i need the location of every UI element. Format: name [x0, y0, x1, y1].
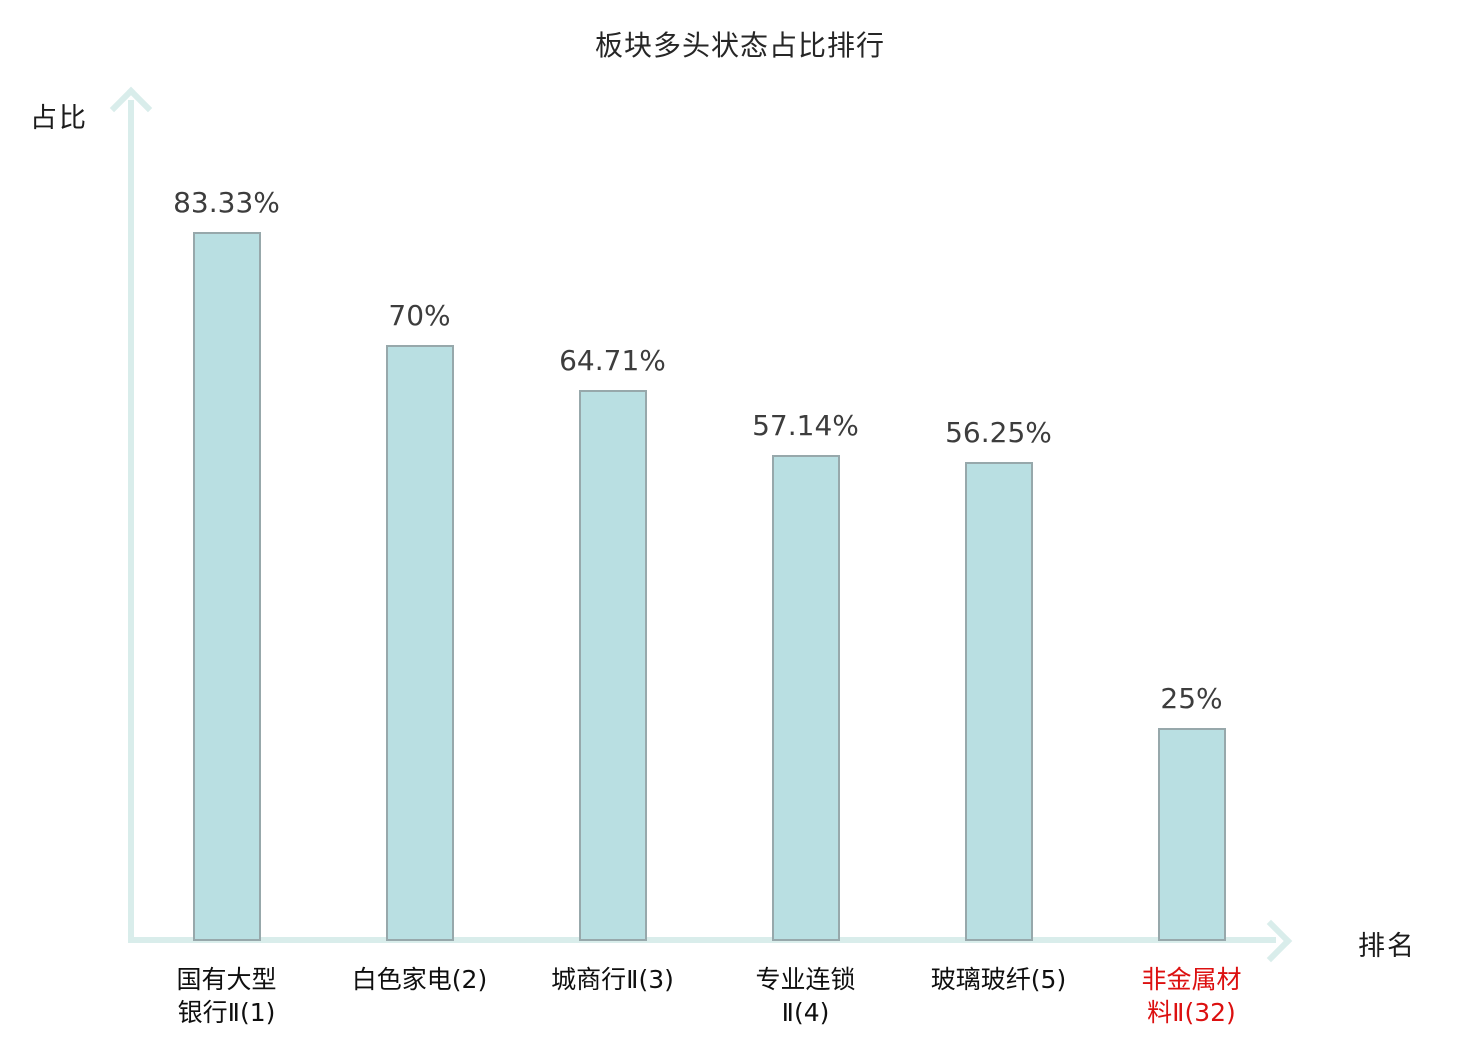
- bar-value-label: 64.71%: [559, 344, 666, 377]
- category-label-line: 国有大型: [176, 965, 277, 994]
- category-label: 城商行Ⅱ(3): [551, 963, 674, 996]
- bar: [771, 455, 840, 941]
- bar: [578, 390, 647, 941]
- category-label-line: 专业连锁: [755, 965, 856, 994]
- bar: [1157, 728, 1226, 941]
- y-axis-arrowhead-icon: [109, 86, 153, 130]
- category-label: 非金属材料Ⅱ(32): [1141, 963, 1241, 1029]
- category-label-line: 非金属材: [1141, 965, 1242, 994]
- category-label-line: Ⅱ(4): [781, 998, 830, 1027]
- y-axis-label: 占比: [30, 103, 88, 134]
- bar-value-label: 70%: [388, 299, 451, 332]
- bar-value-label: 25%: [1160, 682, 1223, 715]
- x-axis-label: 排名: [1358, 931, 1416, 962]
- x-axis-line: [128, 937, 1276, 943]
- chart-title: 板块多头状态占比排行: [594, 29, 885, 62]
- y-axis-line: [128, 100, 134, 940]
- category-label-line: 白色家电(2): [351, 965, 488, 994]
- category-label: 国有大型银行Ⅱ(1): [176, 963, 276, 1029]
- category-label: 玻璃玻纤(5): [931, 963, 1066, 996]
- category-label-line: 玻璃玻纤(5): [930, 965, 1067, 994]
- x-axis-arrowhead-icon: [1249, 919, 1293, 963]
- category-label: 专业连锁 Ⅱ(4): [755, 963, 855, 1029]
- bar-value-label: 83.33%: [173, 186, 280, 219]
- category-label-line: 城商行Ⅱ(3): [551, 965, 674, 994]
- bar: [385, 345, 454, 941]
- bar-value-label: 56.25%: [945, 416, 1052, 449]
- bar: [964, 462, 1033, 941]
- bar-value-label: 57.14%: [752, 409, 859, 442]
- category-label-line: 银行Ⅱ(1): [177, 998, 276, 1027]
- category-label: 白色家电(2): [352, 963, 487, 996]
- bar: [192, 232, 261, 941]
- category-label-line: 料Ⅱ(32): [1147, 998, 1236, 1027]
